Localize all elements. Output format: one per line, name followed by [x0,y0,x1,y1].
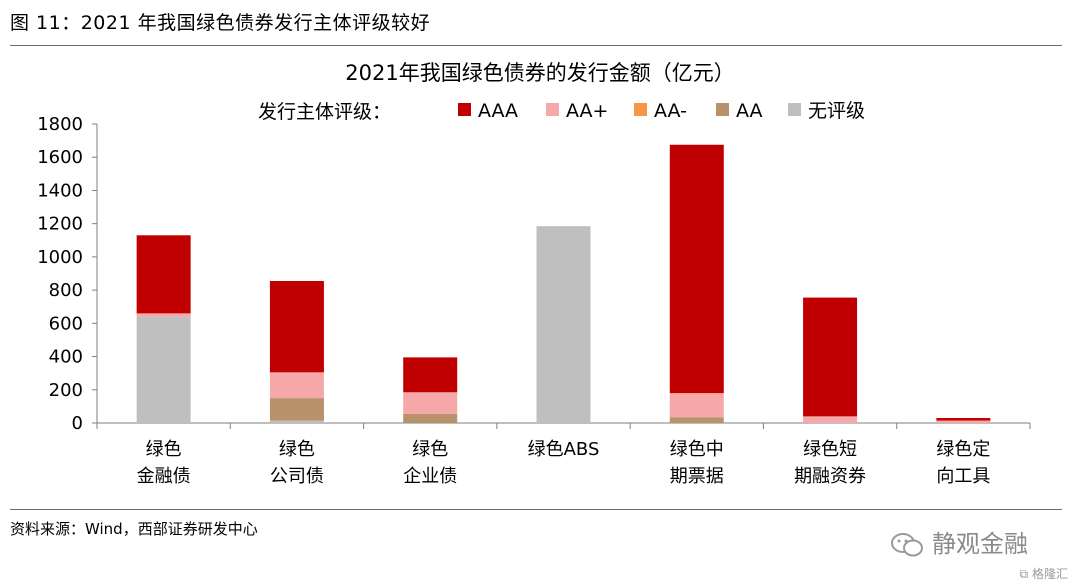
legend-swatch [788,103,801,116]
y-tick-label: 1600 [37,147,83,168]
x-tick-label: 企业债 [403,466,457,487]
chart-title: 2021年我国绿色债券的发行金额（亿元） [345,61,734,85]
bar-segment [669,144,724,394]
x-tick-label: 期融资券 [794,466,866,487]
x-tick-label: 向工具 [936,466,990,487]
source-note: 资料来源：Wind，西部证券研发中心 [10,520,258,538]
top-rule [10,45,1062,46]
corner-logo-text: 格隆汇 [1031,567,1068,581]
x-tick-label: 绿色中 [670,439,724,460]
x-tick-label: 绿色短 [803,439,857,460]
watermark-text: 静观金融 [932,530,1028,558]
watermark: 静观金融 [890,524,1028,559]
x-tick-label: 金融债 [137,466,191,487]
legend-label: AA+ [566,100,608,122]
bar-segment [136,316,191,423]
bar-segment [269,398,324,421]
x-tick-label: 期票据 [670,466,724,487]
y-tick-label: 400 [49,347,83,368]
x-tick-label: 绿色 [279,439,315,460]
legend-label: AAA [478,100,518,122]
bar-segment [669,417,724,423]
y-tick-label: 1400 [37,180,83,201]
x-tick-label: 绿色定 [936,439,990,460]
bar-segment [403,413,458,423]
bar-segment [403,357,458,393]
legend-label: AA- [654,100,687,122]
bar-segment [269,372,324,399]
bar-segment [136,235,191,314]
bottom-rule [10,509,1062,510]
bar-segment [403,392,458,414]
y-tick-label: 1000 [37,247,83,268]
bar-segment [936,420,991,423]
logo-icon: ⧉ [1019,567,1029,581]
y-tick-label: 1200 [37,214,83,235]
legend-label: 无评级 [808,100,865,122]
figure-caption: 图 11：2021 年我国绿色债券发行主体评级较好 [10,12,431,34]
y-tick-label: 800 [49,280,83,301]
bar-segment [936,418,991,421]
y-tick-label: 200 [49,380,83,401]
bar-segment [269,420,324,423]
bars [136,144,991,423]
x-tick-label: 公司债 [270,466,324,487]
legend-swatch [634,103,647,116]
legend: AAA AA+ AA- AA 无评级 [458,100,865,122]
wechat-icon [891,533,923,557]
bar-segment [803,416,858,423]
stacked-bar-chart: 2021年我国绿色债券的发行金额（亿元） 发行主体评级： AAA AA+ AA- AA… [37,61,1031,487]
legend-label: AA [736,100,763,122]
y-tick-label: 1800 [37,114,83,135]
x-tick-label: 绿色ABS [528,439,600,460]
legend-swatch [458,103,471,116]
y-tick-label: 0 [72,413,83,434]
y-tick-label: 600 [49,313,83,334]
legend-swatch [716,103,729,116]
x-tick-label: 绿色 [146,439,182,460]
y-axis: 0 200 400 600 800 1000 1200 1400 1600 1800 [37,114,98,434]
bar-segment [803,297,858,417]
legend-title: 发行主体评级： [258,101,391,123]
corner-logo: ⧉ 格隆汇 [1020,565,1068,582]
bar-segment [669,393,724,418]
bar-segment [536,226,591,423]
bar-segment [269,280,324,373]
legend-swatch [546,103,559,116]
bar-segment [136,313,191,317]
x-tick-label: 绿色 [412,439,448,460]
